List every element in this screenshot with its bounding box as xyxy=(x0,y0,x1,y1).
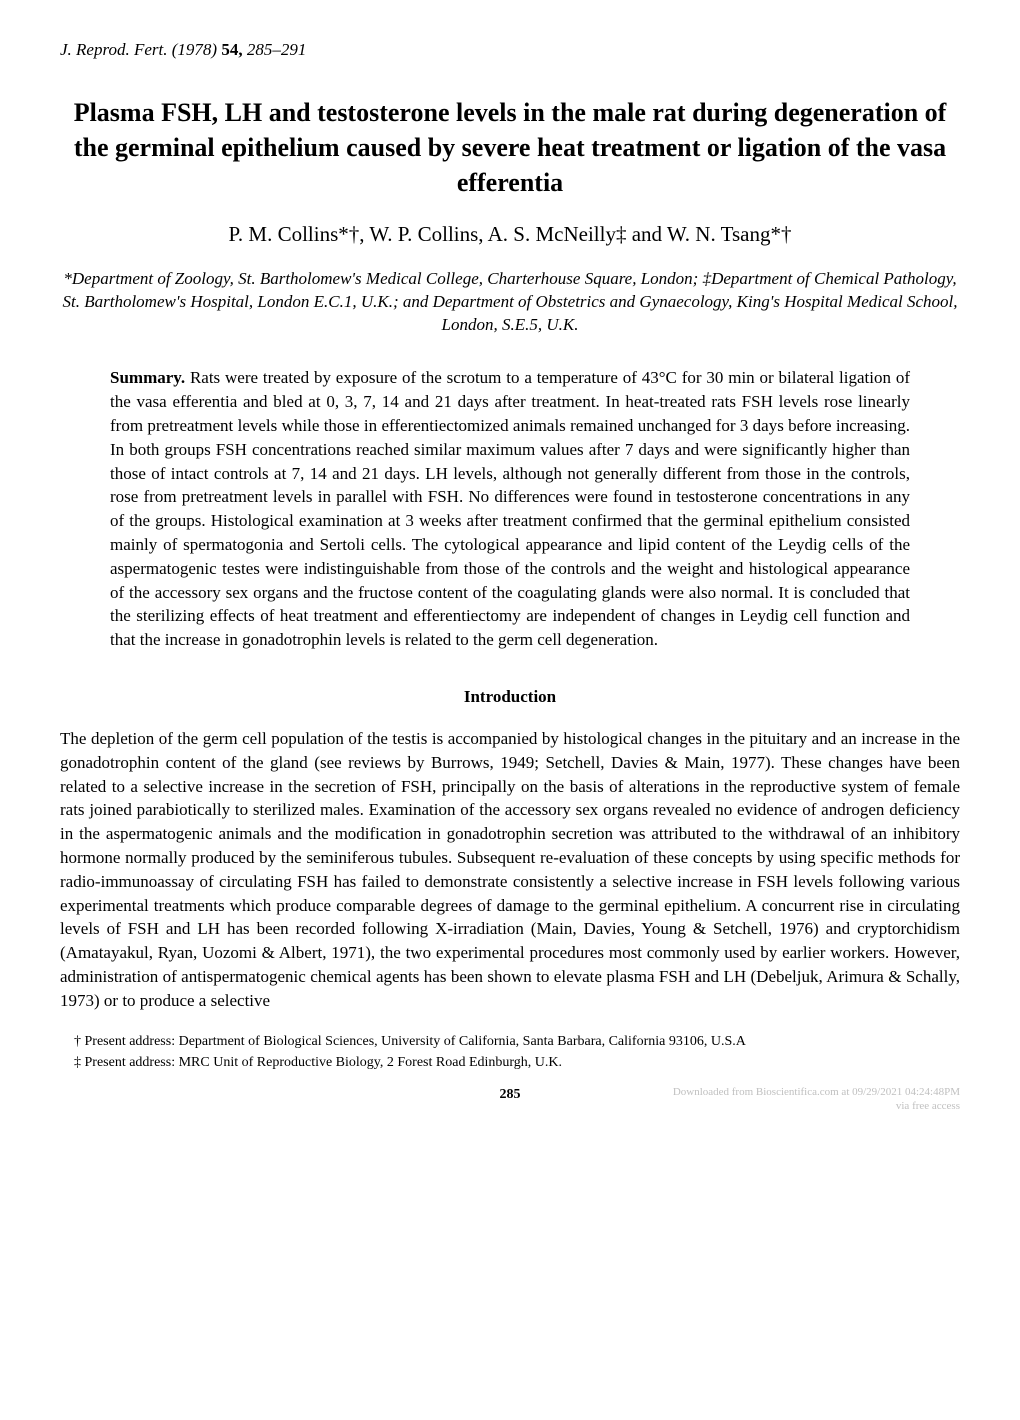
footnote-2: ‡ Present address: MRC Unit of Reproduct… xyxy=(60,1054,960,1073)
download-watermark: Downloaded from Bioscientifica.com at 09… xyxy=(673,1085,960,1114)
watermark-line-2: via free access xyxy=(673,1099,960,1113)
summary-label: Summary. xyxy=(110,368,185,387)
footnotes-block: † Present address: Department of Biologi… xyxy=(60,1033,960,1073)
journal-name: J. Reprod. Fert. xyxy=(60,40,167,59)
journal-year: (1978) xyxy=(172,40,217,59)
summary-text: Rats were treated by exposure of the scr… xyxy=(110,368,910,649)
authors-line: P. M. Collins*†, W. P. Collins, A. S. Mc… xyxy=(60,220,960,249)
introduction-body: The depletion of the germ cell populatio… xyxy=(60,727,960,1013)
footnote-1: † Present address: Department of Biologi… xyxy=(60,1033,960,1052)
journal-citation: J. Reprod. Fert. (1978) 54, 285–291 xyxy=(60,40,960,60)
summary-block: Summary. Rats were treated by exposure o… xyxy=(110,366,910,652)
page-container: J. Reprod. Fert. (1978) 54, 285–291 Plas… xyxy=(0,0,1020,1133)
introduction-heading: Introduction xyxy=(60,687,960,707)
journal-volume: 54, xyxy=(221,40,242,59)
watermark-line-1: Downloaded from Bioscientifica.com at 09… xyxy=(673,1085,960,1099)
journal-pages: 285–291 xyxy=(247,40,307,59)
affiliations-block: *Department of Zoology, St. Bartholomew'… xyxy=(60,268,960,337)
article-title: Plasma FSH, LH and testosterone levels i… xyxy=(60,95,960,200)
page-footer: 285 Downloaded from Bioscientifica.com a… xyxy=(60,1087,960,1103)
